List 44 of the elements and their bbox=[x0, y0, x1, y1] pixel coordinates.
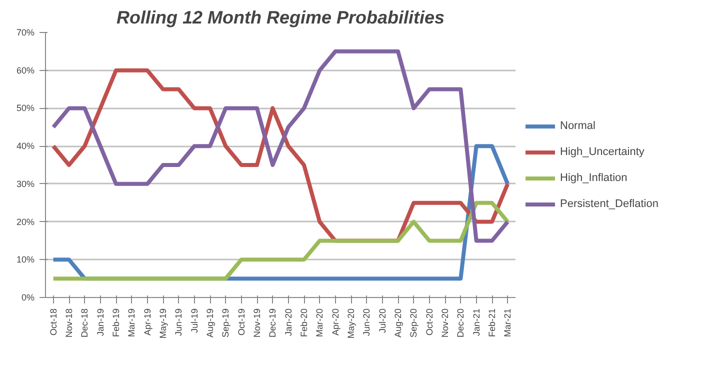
y-tick-label: 10% bbox=[16, 254, 34, 265]
y-tick-label: 70% bbox=[16, 28, 34, 38]
x-tick-label: Jan-19 bbox=[95, 308, 106, 336]
x-tick-label: Oct-19 bbox=[236, 308, 246, 336]
legend-label: High_Inflation bbox=[560, 172, 628, 184]
x-tick-label: Dec-19 bbox=[268, 308, 278, 338]
x-tick-label: Aug-20 bbox=[393, 308, 403, 338]
y-tick-label: 50% bbox=[16, 103, 34, 114]
x-tick-label: Mar-19 bbox=[126, 308, 137, 338]
x-tick-label: Nov-19 bbox=[252, 308, 262, 338]
x-tick-label: Oct-20 bbox=[424, 308, 434, 336]
x-tick-label: Dec-18 bbox=[80, 308, 90, 338]
x-tick-label: Jan-21 bbox=[471, 308, 482, 336]
x-tick-label: Jul-19 bbox=[189, 308, 200, 334]
x-tick-label: Dec-20 bbox=[456, 308, 466, 338]
y-tick-label: 0% bbox=[21, 292, 35, 302]
x-tick-label: Feb-21 bbox=[487, 308, 497, 338]
line-series bbox=[51, 200, 510, 281]
x-tick-label: Sep-19 bbox=[220, 308, 231, 338]
x-tick-label: Mar-20 bbox=[314, 308, 325, 338]
legend-label: Normal bbox=[560, 120, 596, 132]
x-tick-label: Feb-19 bbox=[111, 308, 121, 338]
y-tick-label: 30% bbox=[16, 178, 34, 189]
y-tick-label: 20% bbox=[16, 216, 34, 227]
x-tick-label: Sep-20 bbox=[408, 308, 419, 338]
x-tick-label: Aug-19 bbox=[205, 308, 215, 338]
chart-title: Rolling 12 Month Regime Probabilities bbox=[116, 8, 445, 28]
legend-label: High_Uncertainty bbox=[560, 146, 644, 158]
x-tick-label: Nov-20 bbox=[440, 308, 450, 338]
x-tick-label: Jun-20 bbox=[362, 308, 372, 336]
legend-label: Persistent_Deflation bbox=[560, 198, 658, 210]
x-tick-label: Mar-21 bbox=[502, 308, 513, 338]
x-tick-label: Apr-20 bbox=[330, 308, 340, 336]
x-tick-label: Feb-20 bbox=[299, 308, 309, 338]
x-tick-label: Oct-18 bbox=[48, 308, 58, 336]
y-tick-label: 60% bbox=[16, 65, 34, 76]
x-tick-label: May-19 bbox=[158, 308, 168, 339]
y-tick-label: 40% bbox=[16, 141, 34, 152]
x-tick-label: Jan-20 bbox=[283, 308, 294, 336]
x-tick-label: Apr-19 bbox=[142, 308, 152, 336]
x-tick-label: Jun-19 bbox=[174, 308, 184, 336]
x-tick-label: May-20 bbox=[346, 308, 356, 339]
x-tick-label: Jul-20 bbox=[377, 308, 388, 334]
x-tick-label: Nov-18 bbox=[64, 308, 74, 338]
